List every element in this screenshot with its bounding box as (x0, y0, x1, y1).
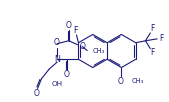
Text: O: O (79, 42, 85, 51)
Text: O: O (117, 77, 123, 86)
Text: F: F (73, 26, 78, 35)
Text: O: O (54, 38, 59, 47)
Text: OH: OH (51, 81, 62, 87)
Text: O: O (34, 89, 40, 98)
Text: N: N (54, 55, 60, 64)
Text: O: O (64, 70, 70, 79)
Text: O: O (66, 21, 72, 30)
Text: CH₃: CH₃ (93, 48, 105, 54)
Text: F: F (150, 48, 154, 57)
Text: F: F (150, 24, 154, 33)
Text: F: F (159, 34, 163, 43)
Text: CH₃: CH₃ (131, 78, 143, 84)
